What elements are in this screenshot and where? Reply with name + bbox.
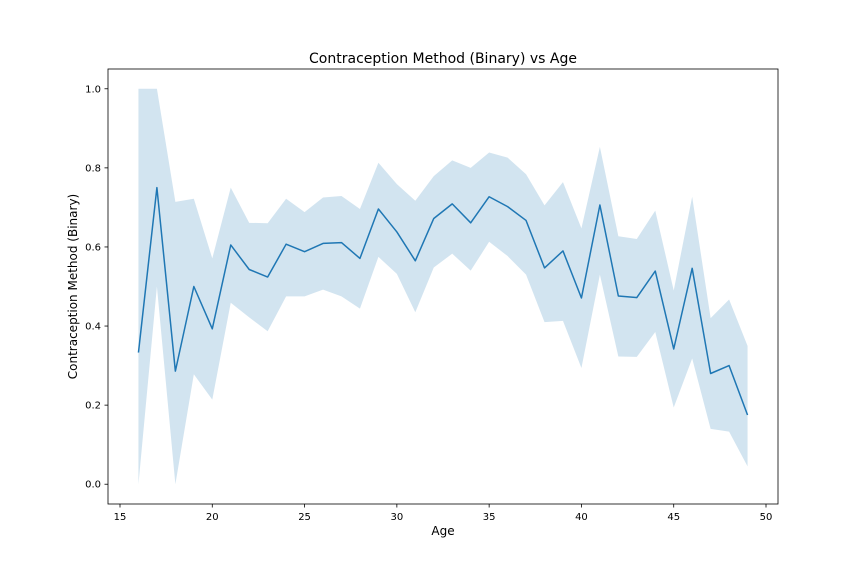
confidence-band [138, 88, 748, 485]
x-axis-label: Age [431, 524, 454, 538]
y-axis-ticks: 0.0 0.2 0.4 0.6 0.8 1.0 [85, 84, 108, 491]
y-tick-label: 1.0 [85, 84, 101, 95]
x-tick-label: 15 [114, 512, 127, 523]
x-tick-label: 40 [575, 512, 588, 523]
x-tick-label: 30 [390, 512, 403, 523]
chart-title: Contraception Method (Binary) vs Age [309, 51, 577, 67]
y-tick-label: 0.6 [85, 242, 101, 253]
series-line [137, 186, 749, 416]
x-tick-label: 50 [760, 512, 773, 523]
x-tick-label: 45 [667, 512, 680, 523]
x-axis-ticks: 15 20 25 30 35 40 45 50 [114, 504, 773, 523]
y-tick-label: 0.0 [85, 480, 101, 491]
plot-frame [107, 68, 779, 505]
x-tick-label: 35 [483, 512, 496, 523]
y-tick-label: 0.8 [85, 163, 101, 174]
plot-area [137, 88, 749, 485]
x-tick-label: 25 [298, 512, 311, 523]
y-tick-label: 0.2 [85, 401, 101, 412]
x-tick-label: 20 [206, 512, 219, 523]
y-tick-label: 0.4 [85, 322, 101, 333]
y-axis-label: Contraception Method (Binary) [66, 194, 80, 379]
